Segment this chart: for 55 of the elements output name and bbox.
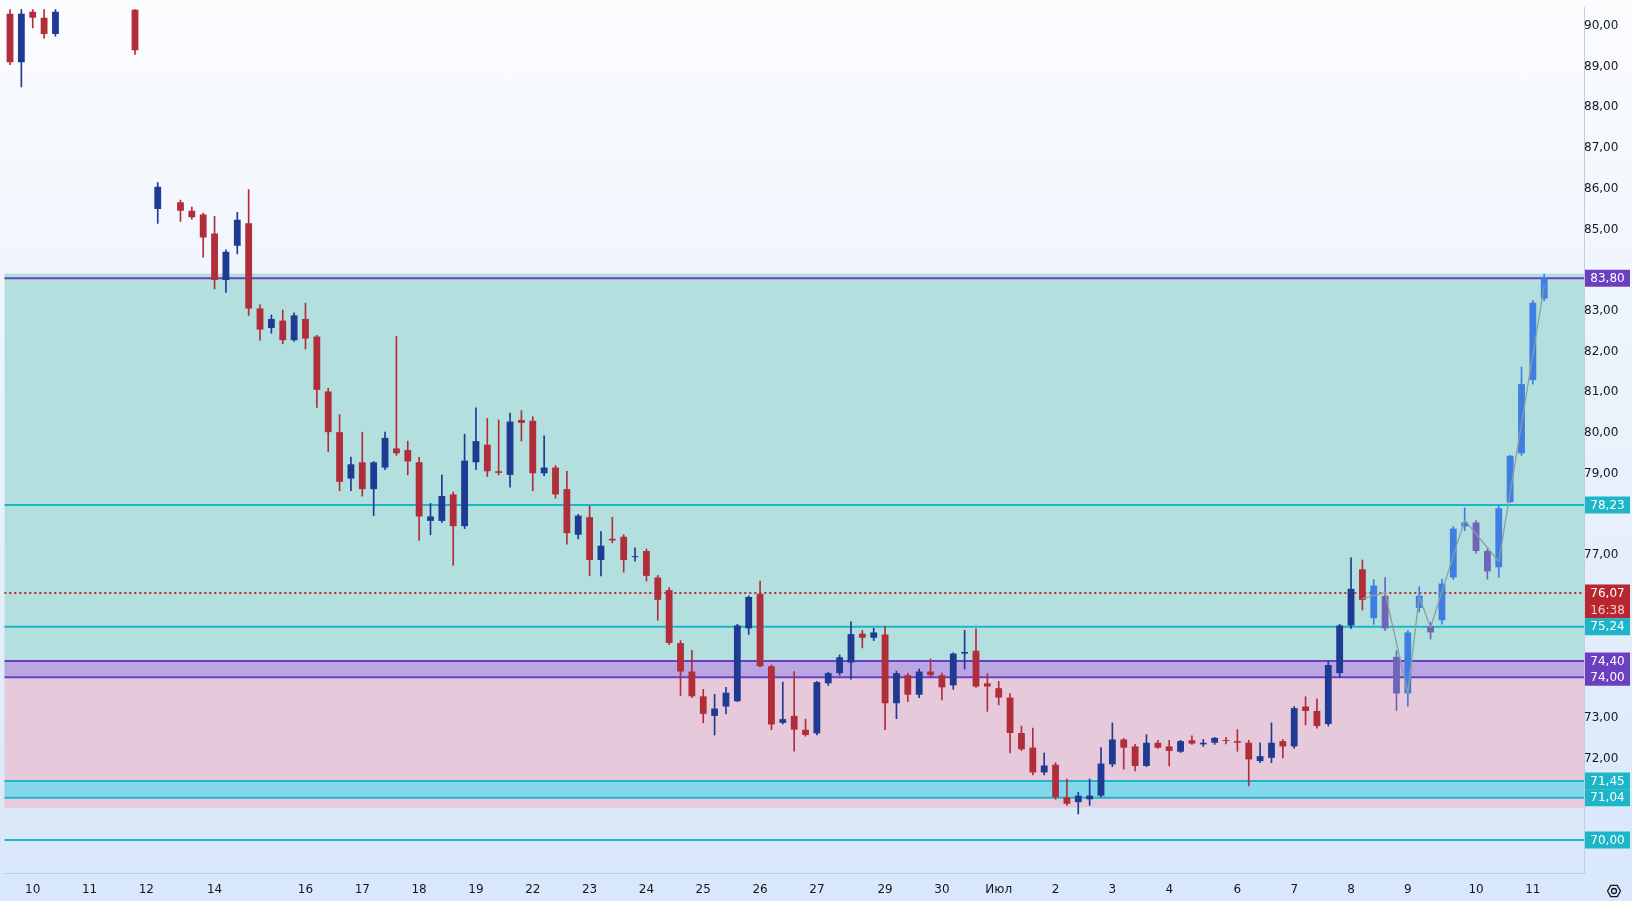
x-tick-label: 3 <box>1108 882 1117 897</box>
x-tick-label: 9 <box>1404 882 1412 897</box>
candlestick <box>1165 739 1173 767</box>
ref-line-label: 74,00 <box>1590 669 1625 684</box>
candlestick <box>540 435 548 477</box>
x-tick-label: 7 <box>1290 882 1299 897</box>
ref-line-label: 71,04 <box>1590 790 1625 805</box>
y-tick-label: 77,00 <box>1584 547 1619 562</box>
x-tick-label: Июл <box>985 882 1013 897</box>
y-tick-label: 79,00 <box>1584 465 1619 480</box>
x-tick-label: 8 <box>1347 882 1355 897</box>
y-tick-label: 81,00 <box>1584 384 1619 399</box>
candlestick <box>495 419 503 476</box>
ref-line-label: 78,23 <box>1590 497 1625 512</box>
y-tick-label: 85,00 <box>1584 221 1619 236</box>
candlestick <box>779 681 787 725</box>
x-tick-label: 24 <box>638 882 655 897</box>
x-tick-label: 16 <box>297 882 314 897</box>
ref-line-label: 71,45 <box>1590 773 1625 788</box>
y-tick-label: 73,00 <box>1584 710 1619 725</box>
y-tick-label: 87,00 <box>1584 140 1619 155</box>
x-tick-label: 29 <box>877 882 893 897</box>
x-tick-label: 25 <box>695 882 711 897</box>
x-tick-label: 12 <box>138 882 155 897</box>
x-tick-label: 11 <box>1525 882 1541 897</box>
x-tick-label: 10 <box>25 882 41 897</box>
ref-line-label: 74,40 <box>1590 653 1625 668</box>
x-tick-label: 6 <box>1233 882 1242 897</box>
y-tick-label: 72,00 <box>1584 750 1619 765</box>
ref-line-label: 75,24 <box>1590 619 1625 634</box>
y-tick-label: 86,00 <box>1584 180 1619 195</box>
x-tick-label: 17 <box>354 882 370 897</box>
x-tick-label: 4 <box>1165 882 1174 897</box>
y-tick-label: 80,00 <box>1584 425 1619 440</box>
y-tick-label: 83,00 <box>1584 302 1619 317</box>
y-tick-label: 88,00 <box>1584 99 1619 114</box>
ref-line-label: 70,00 <box>1590 832 1625 847</box>
candlestick <box>790 671 798 752</box>
x-tick-label: 23 <box>581 882 598 897</box>
x-tick-label: 22 <box>525 882 541 897</box>
y-tick-label: 90,00 <box>1584 18 1619 33</box>
ref-line-label: 76,07 16:38 <box>1590 585 1625 617</box>
x-tick-label: 11 <box>81 882 98 897</box>
x-tick-label: 14 <box>206 882 223 897</box>
candlestick <box>1256 742 1264 764</box>
x-tick-label: 30 <box>934 882 950 897</box>
x-tick-label: 19 <box>468 882 484 897</box>
x-tick-label: 26 <box>752 882 768 897</box>
y-tick-label: 89,00 <box>1584 58 1619 73</box>
x-tick-label: 18 <box>411 882 427 897</box>
x-tick-label: 2 <box>1051 882 1060 897</box>
y-tick-label: 82,00 <box>1584 343 1619 358</box>
x-tick-label: 10 <box>1468 882 1484 897</box>
x-tick-label: 27 <box>809 882 825 897</box>
ref-line-label: 83,80 <box>1590 270 1625 285</box>
